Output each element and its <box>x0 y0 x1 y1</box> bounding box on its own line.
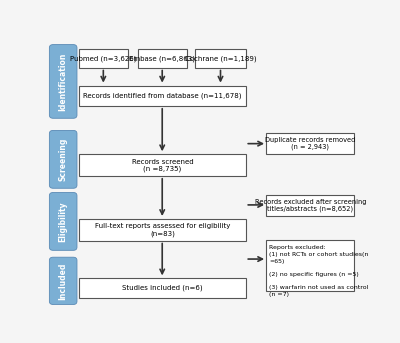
FancyBboxPatch shape <box>49 45 77 118</box>
FancyBboxPatch shape <box>195 49 246 68</box>
FancyBboxPatch shape <box>266 240 354 291</box>
FancyBboxPatch shape <box>79 85 246 106</box>
Text: Records identified from database (n=11,678): Records identified from database (n=11,6… <box>83 93 242 99</box>
Text: Records screened
(n =8,735): Records screened (n =8,735) <box>132 158 193 172</box>
FancyBboxPatch shape <box>49 192 77 250</box>
Text: Identification: Identification <box>59 52 68 111</box>
FancyBboxPatch shape <box>266 195 354 216</box>
Text: Screening: Screening <box>59 138 68 181</box>
FancyBboxPatch shape <box>49 257 77 305</box>
Text: Full-text reports assessed for eligibility
(n=83): Full-text reports assessed for eligibili… <box>95 223 230 237</box>
Text: Reports excluded:
(1) not RCTs or cohort studies(n
=65)

(2) no specific figures: Reports excluded: (1) not RCTs or cohort… <box>270 245 369 296</box>
FancyBboxPatch shape <box>79 154 246 176</box>
FancyBboxPatch shape <box>49 130 77 188</box>
Text: Pubmed (n=3,626): Pubmed (n=3,626) <box>70 55 137 62</box>
FancyBboxPatch shape <box>79 219 246 241</box>
Text: Duplicate records removed
(n = 2,943): Duplicate records removed (n = 2,943) <box>265 137 356 150</box>
FancyBboxPatch shape <box>266 133 354 154</box>
FancyBboxPatch shape <box>138 49 187 68</box>
Text: Studies included (n=6): Studies included (n=6) <box>122 285 203 291</box>
Text: Embase (n=6,863): Embase (n=6,863) <box>129 55 195 62</box>
FancyBboxPatch shape <box>79 49 128 68</box>
Text: Cochrane (n=1,189): Cochrane (n=1,189) <box>185 55 256 62</box>
Text: Included: Included <box>59 262 68 299</box>
FancyBboxPatch shape <box>79 278 246 298</box>
Text: Records excluded after screening
titles/abstracts (n=8,652): Records excluded after screening titles/… <box>255 199 366 212</box>
Text: Eligibility: Eligibility <box>59 201 68 242</box>
